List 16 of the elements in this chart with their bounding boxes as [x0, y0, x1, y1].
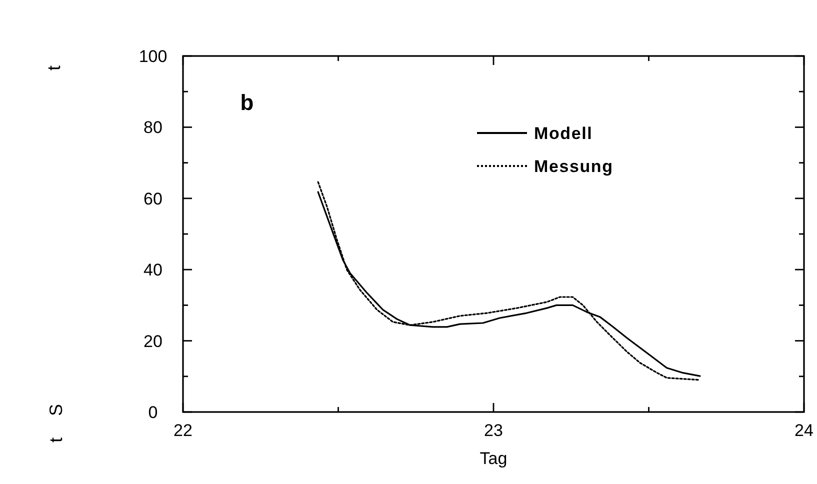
- y-tick-label: 60: [144, 189, 162, 208]
- legend-label: Modell: [534, 124, 593, 143]
- x-tick-label: 23: [484, 421, 503, 440]
- y-tick-label: 100: [138, 47, 168, 66]
- x-axis-title: Tag: [480, 449, 508, 468]
- text: t: [46, 437, 66, 443]
- x-tick-label: 22: [174, 421, 192, 440]
- x-tick-label: 24: [794, 421, 814, 440]
- y-tick-label: 20: [144, 332, 162, 351]
- legend-label: Messung: [534, 157, 614, 176]
- y-tick-label: 40: [144, 260, 162, 280]
- y-tick-label: 0: [148, 403, 158, 422]
- text: t: [44, 65, 64, 71]
- annotation: b: [240, 90, 254, 115]
- y-tick-label: 80: [144, 118, 162, 138]
- text: S: [46, 404, 66, 416]
